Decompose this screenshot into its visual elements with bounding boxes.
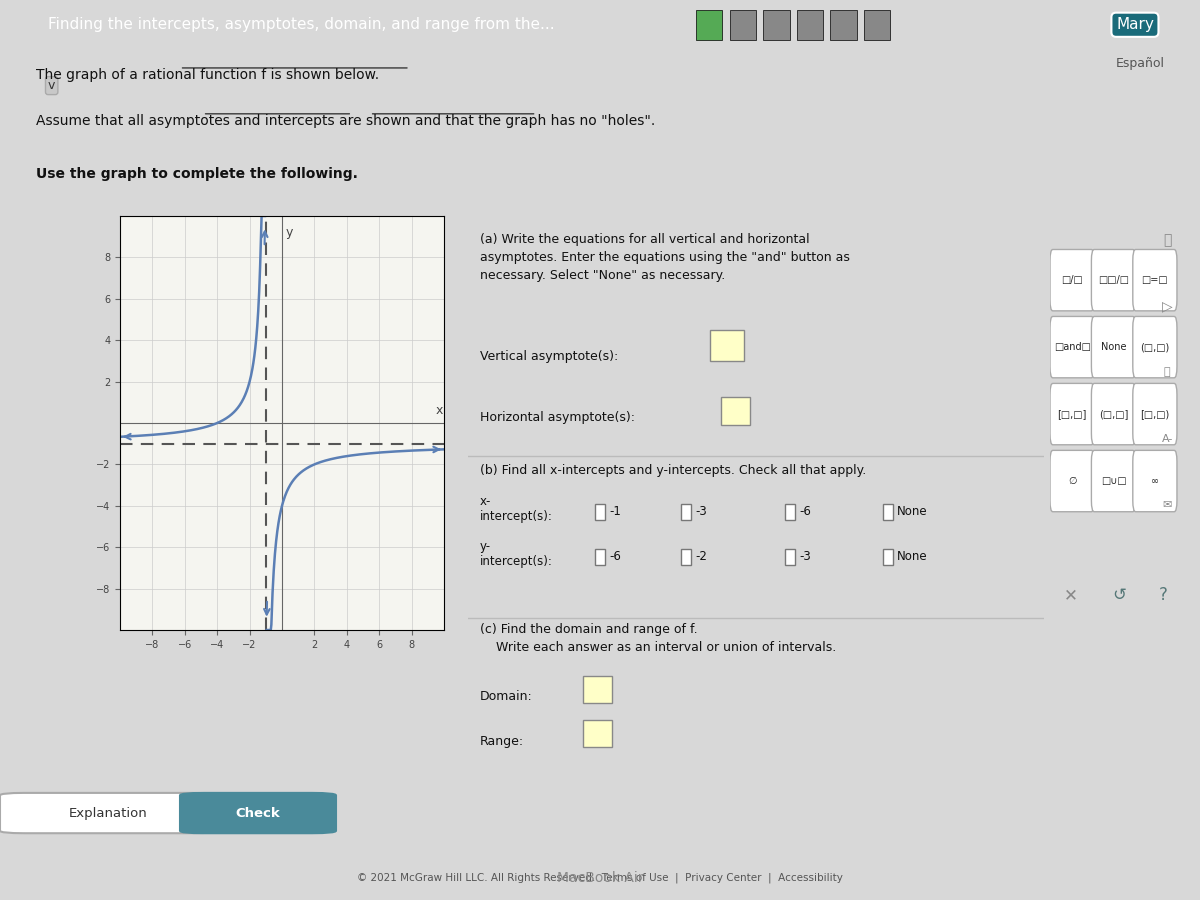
Text: The graph of a rational function f is shown below.: The graph of a rational function f is sh… [36, 68, 379, 82]
Bar [830, 10, 857, 40]
Text: □/□: □/□ [1061, 275, 1082, 285]
FancyBboxPatch shape [0, 793, 216, 833]
FancyBboxPatch shape [1092, 249, 1135, 310]
FancyBboxPatch shape [1050, 249, 1094, 310]
Text: -1: -1 [610, 505, 620, 518]
FancyBboxPatch shape [1133, 450, 1177, 512]
FancyBboxPatch shape [1050, 383, 1094, 445]
FancyBboxPatch shape [883, 505, 893, 520]
FancyBboxPatch shape [1092, 450, 1135, 512]
Text: Assume that all asymptotes and intercepts are shown and that the graph has no "h: Assume that all asymptotes and intercept… [36, 113, 655, 128]
FancyBboxPatch shape [1133, 317, 1177, 378]
Text: None: None [898, 505, 928, 518]
Text: ▷: ▷ [1162, 300, 1172, 314]
FancyBboxPatch shape [785, 505, 796, 520]
Text: x-
intercept(s):: x- intercept(s): [480, 495, 552, 523]
Text: □□/□: □□/□ [1098, 275, 1129, 285]
Text: v: v [48, 79, 55, 92]
Text: None: None [1100, 342, 1127, 352]
Text: Check: Check [235, 806, 281, 820]
Text: © 2021 McGraw Hill LLC. All Rights Reserved.  Terms of Use  |  Privacy Center  |: © 2021 McGraw Hill LLC. All Rights Reser… [358, 872, 842, 883]
Text: MacBook Air: MacBook Air [557, 870, 643, 885]
FancyBboxPatch shape [785, 549, 796, 565]
Text: Español: Español [1116, 58, 1164, 70]
Text: Vertical asymptote(s):: Vertical asymptote(s): [480, 350, 618, 363]
Text: □=□: □=□ [1141, 275, 1168, 285]
Text: Mary: Mary [1116, 17, 1154, 32]
FancyBboxPatch shape [595, 549, 605, 565]
Text: -6: -6 [610, 550, 620, 562]
Text: 📋: 📋 [1164, 366, 1171, 377]
Text: [□,□): [□,□) [1140, 410, 1170, 419]
Text: Finding the intercepts, asymptotes, domain, and range from the...: Finding the intercepts, asymptotes, doma… [48, 17, 554, 32]
Text: (□,□]: (□,□] [1099, 410, 1128, 419]
Text: Domain:: Domain: [480, 690, 533, 703]
Text: (b) Find all x-intercepts and y-intercepts. Check all that apply.: (b) Find all x-intercepts and y-intercep… [480, 464, 865, 477]
Text: □and□: □and□ [1054, 342, 1091, 352]
FancyBboxPatch shape [682, 505, 691, 520]
Text: None: None [898, 550, 928, 562]
Text: Explanation: Explanation [68, 806, 148, 820]
Bar [730, 10, 756, 40]
Text: Horizontal asymptote(s):: Horizontal asymptote(s): [480, 411, 635, 424]
Text: (□,□): (□,□) [1140, 342, 1170, 352]
Text: ⬛: ⬛ [1163, 233, 1171, 247]
FancyBboxPatch shape [1050, 450, 1094, 512]
Text: ∅: ∅ [1068, 476, 1076, 486]
Text: -3: -3 [799, 550, 811, 562]
Text: Use the graph to complete the following.: Use the graph to complete the following. [36, 167, 358, 182]
Text: Range:: Range: [480, 735, 523, 748]
Text: A-: A- [1162, 434, 1172, 444]
FancyBboxPatch shape [1092, 317, 1135, 378]
Text: -2: -2 [696, 550, 707, 562]
Text: ∞: ∞ [1151, 476, 1159, 486]
FancyBboxPatch shape [682, 549, 691, 565]
FancyBboxPatch shape [1133, 249, 1177, 310]
FancyBboxPatch shape [1133, 383, 1177, 445]
Text: -6: -6 [799, 505, 811, 518]
Bar [696, 10, 722, 40]
Bar [797, 10, 823, 40]
FancyBboxPatch shape [710, 330, 744, 361]
Text: y: y [286, 226, 293, 239]
Bar [864, 10, 890, 40]
FancyBboxPatch shape [883, 549, 893, 565]
Text: ↺: ↺ [1112, 587, 1126, 605]
Text: (a) Write the equations for all vertical and horizontal
asymptotes. Enter the eq: (a) Write the equations for all vertical… [480, 233, 850, 282]
Text: y-
intercept(s):: y- intercept(s): [480, 540, 552, 568]
FancyBboxPatch shape [180, 793, 336, 833]
FancyBboxPatch shape [583, 676, 612, 703]
Bar [763, 10, 790, 40]
Text: □∪□: □∪□ [1100, 476, 1127, 486]
FancyBboxPatch shape [595, 505, 605, 520]
Text: ✕: ✕ [1063, 587, 1078, 605]
Text: [□,□]: [□,□] [1057, 410, 1087, 419]
Text: ✉: ✉ [1163, 500, 1172, 510]
Text: (c) Find the domain and range of f.
    Write each answer as an interval or unio: (c) Find the domain and range of f. Writ… [480, 624, 835, 654]
Text: x: x [436, 404, 443, 417]
Text: -3: -3 [696, 505, 707, 518]
Text: ?: ? [1159, 587, 1168, 605]
FancyBboxPatch shape [721, 398, 750, 426]
FancyBboxPatch shape [583, 720, 612, 747]
FancyBboxPatch shape [1050, 317, 1094, 378]
FancyBboxPatch shape [1092, 383, 1135, 445]
